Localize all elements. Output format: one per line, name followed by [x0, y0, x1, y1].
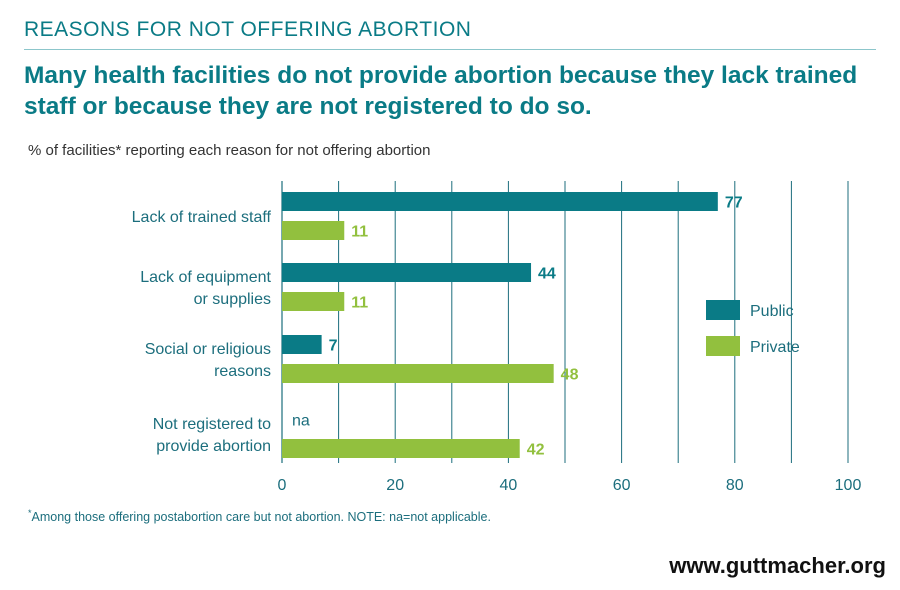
data-label: 11	[351, 224, 368, 241]
legend-swatch-private	[706, 336, 740, 356]
category-label: Lack of trained staff	[132, 209, 272, 226]
x-tick-label: 0	[278, 477, 287, 494]
footnote-marker: *	[28, 508, 32, 518]
bar-public	[282, 335, 322, 354]
data-label: 44	[538, 266, 556, 283]
bar-private	[282, 221, 345, 240]
chart-kicker: REASONS FOR NOT OFFERING ABORTION	[24, 18, 472, 41]
x-tick-label: 20	[386, 477, 404, 494]
category-label: or supplies	[194, 291, 271, 308]
bar-private	[282, 439, 520, 458]
category-label: Lack of equipment	[140, 269, 271, 286]
x-tick-label: 60	[613, 477, 631, 494]
data-label: 7	[329, 338, 338, 355]
x-tick-label: 40	[500, 477, 518, 494]
legend-swatch-public	[706, 300, 740, 320]
bar-public	[282, 192, 718, 211]
category-label: Not registered to	[153, 416, 271, 433]
data-label-na: na	[292, 413, 310, 430]
category-label: Social or religious	[145, 341, 271, 358]
header-divider	[24, 49, 876, 50]
x-tick-label: 100	[835, 477, 862, 494]
category-label: provide abortion	[156, 438, 271, 455]
data-label: 77	[725, 195, 743, 212]
source-url: www.guttmacher.org	[669, 553, 886, 578]
x-tick-label: 80	[726, 477, 744, 494]
chart-headline: Many health facilities do not provide ab…	[24, 62, 858, 120]
legend-label-private: Private	[750, 339, 800, 356]
legend-label-public: Public	[750, 303, 794, 320]
data-label: 42	[527, 442, 545, 459]
bar-public	[282, 263, 532, 282]
data-label: 48	[561, 367, 579, 384]
category-label: reasons	[214, 363, 271, 380]
chart-subtitle: % of facilities* reporting each reason f…	[28, 142, 431, 159]
footnote: *Among those offering postabortion care …	[28, 508, 491, 524]
bar-private	[282, 364, 554, 383]
data-label: 11	[351, 295, 368, 312]
bar-private	[282, 292, 345, 311]
footnote-text: Among those offering postabortion care b…	[31, 510, 491, 525]
